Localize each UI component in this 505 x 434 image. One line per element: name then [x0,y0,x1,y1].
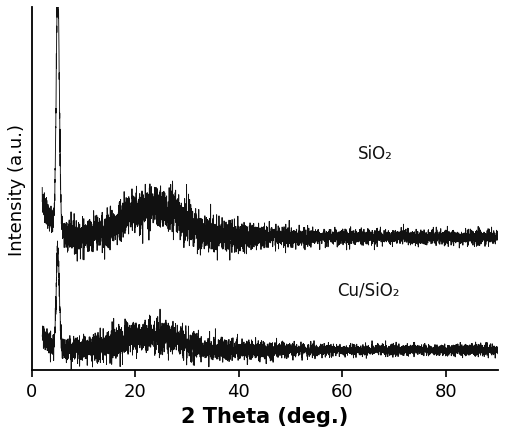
Y-axis label: Intensity (a.u.): Intensity (a.u.) [8,124,26,255]
Text: Cu/SiO₂: Cu/SiO₂ [336,280,399,298]
X-axis label: 2 Theta (deg.): 2 Theta (deg.) [181,406,348,426]
Text: SiO₂: SiO₂ [357,144,392,162]
